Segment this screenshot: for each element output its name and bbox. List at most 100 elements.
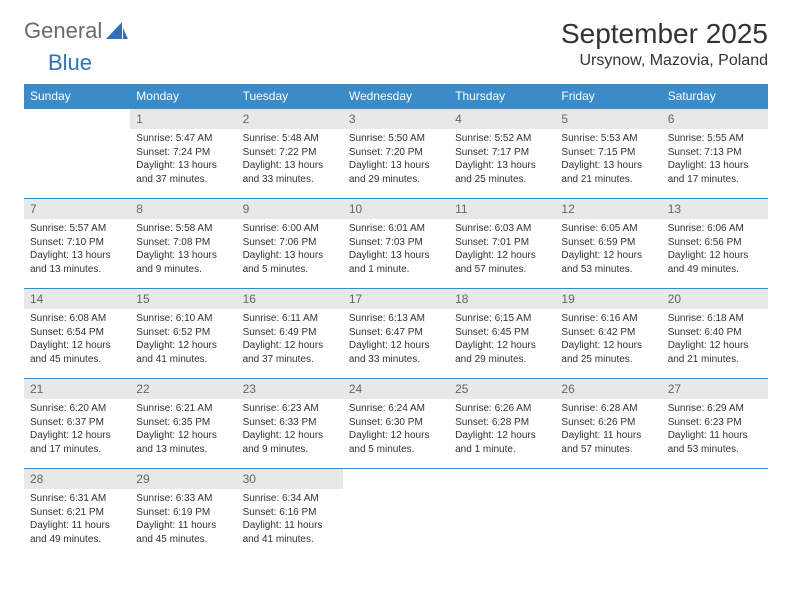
- day-number: 26: [555, 379, 661, 399]
- sunset-line: Sunset: 6:42 PM: [561, 326, 655, 340]
- day-number: 12: [555, 199, 661, 219]
- day-details: Sunrise: 6:11 AMSunset: 6:49 PMDaylight:…: [237, 309, 343, 372]
- weekday-header: Saturday: [662, 84, 768, 109]
- daylight-line: Daylight: 12 hours and 37 minutes.: [243, 339, 337, 366]
- sunrise-line: Sunrise: 6:01 AM: [349, 222, 443, 236]
- daylight-line: Daylight: 13 hours and 5 minutes.: [243, 249, 337, 276]
- sunset-line: Sunset: 6:56 PM: [668, 236, 762, 250]
- daylight-line: Daylight: 11 hours and 45 minutes.: [136, 519, 230, 546]
- day-number: 25: [449, 379, 555, 399]
- day-details: Sunrise: 6:01 AMSunset: 7:03 PMDaylight:…: [343, 219, 449, 282]
- sunrise-line: Sunrise: 6:31 AM: [30, 492, 124, 506]
- calendar-day-cell: 22Sunrise: 6:21 AMSunset: 6:35 PMDayligh…: [130, 379, 236, 469]
- day-details: Sunrise: 6:26 AMSunset: 6:28 PMDaylight:…: [449, 399, 555, 462]
- sunset-line: Sunset: 6:59 PM: [561, 236, 655, 250]
- day-details: Sunrise: 5:58 AMSunset: 7:08 PMDaylight:…: [130, 219, 236, 282]
- sunset-line: Sunset: 6:30 PM: [349, 416, 443, 430]
- calendar-day-cell: 4Sunrise: 5:52 AMSunset: 7:17 PMDaylight…: [449, 109, 555, 199]
- day-details: Sunrise: 5:57 AMSunset: 7:10 PMDaylight:…: [24, 219, 130, 282]
- sunset-line: Sunset: 6:21 PM: [30, 506, 124, 520]
- daylight-line: Daylight: 13 hours and 33 minutes.: [243, 159, 337, 186]
- day-details: Sunrise: 6:31 AMSunset: 6:21 PMDaylight:…: [24, 489, 130, 552]
- calendar-head: SundayMondayTuesdayWednesdayThursdayFrid…: [24, 84, 768, 109]
- calendar-day-cell: 16Sunrise: 6:11 AMSunset: 6:49 PMDayligh…: [237, 289, 343, 379]
- sunrise-line: Sunrise: 6:08 AM: [30, 312, 124, 326]
- sunset-line: Sunset: 6:28 PM: [455, 416, 549, 430]
- calendar-day-cell: 21Sunrise: 6:20 AMSunset: 6:37 PMDayligh…: [24, 379, 130, 469]
- sunrise-line: Sunrise: 6:00 AM: [243, 222, 337, 236]
- sunrise-line: Sunrise: 6:18 AM: [668, 312, 762, 326]
- daylight-line: Daylight: 11 hours and 41 minutes.: [243, 519, 337, 546]
- sunrise-line: Sunrise: 6:10 AM: [136, 312, 230, 326]
- daylight-line: Daylight: 13 hours and 29 minutes.: [349, 159, 443, 186]
- calendar-day-cell: 7Sunrise: 5:57 AMSunset: 7:10 PMDaylight…: [24, 199, 130, 289]
- day-number: 6: [662, 109, 768, 129]
- sunrise-line: Sunrise: 5:52 AM: [455, 132, 549, 146]
- daylight-line: Daylight: 12 hours and 41 minutes.: [136, 339, 230, 366]
- daylight-line: Daylight: 11 hours and 49 minutes.: [30, 519, 124, 546]
- sunrise-line: Sunrise: 6:24 AM: [349, 402, 443, 416]
- day-number: 1: [130, 109, 236, 129]
- daylight-line: Daylight: 13 hours and 21 minutes.: [561, 159, 655, 186]
- sunset-line: Sunset: 6:47 PM: [349, 326, 443, 340]
- sunset-line: Sunset: 7:24 PM: [136, 146, 230, 160]
- day-number: 11: [449, 199, 555, 219]
- day-number: 10: [343, 199, 449, 219]
- sunrise-line: Sunrise: 5:48 AM: [243, 132, 337, 146]
- sunset-line: Sunset: 7:22 PM: [243, 146, 337, 160]
- day-details: Sunrise: 6:24 AMSunset: 6:30 PMDaylight:…: [343, 399, 449, 462]
- calendar-day-cell: 1Sunrise: 5:47 AMSunset: 7:24 PMDaylight…: [130, 109, 236, 199]
- calendar-body: 1Sunrise: 5:47 AMSunset: 7:24 PMDaylight…: [24, 109, 768, 559]
- day-number: 20: [662, 289, 768, 309]
- day-details: Sunrise: 5:47 AMSunset: 7:24 PMDaylight:…: [130, 129, 236, 192]
- sunset-line: Sunset: 7:01 PM: [455, 236, 549, 250]
- day-details: Sunrise: 6:16 AMSunset: 6:42 PMDaylight:…: [555, 309, 661, 372]
- day-details: Sunrise: 6:00 AMSunset: 7:06 PMDaylight:…: [237, 219, 343, 282]
- day-details: Sunrise: 5:52 AMSunset: 7:17 PMDaylight:…: [449, 129, 555, 192]
- calendar-empty-cell: [449, 469, 555, 559]
- day-details: Sunrise: 5:50 AMSunset: 7:20 PMDaylight:…: [343, 129, 449, 192]
- day-number: 14: [24, 289, 130, 309]
- day-number: 18: [449, 289, 555, 309]
- day-details: Sunrise: 6:05 AMSunset: 6:59 PMDaylight:…: [555, 219, 661, 282]
- daylight-line: Daylight: 12 hours and 33 minutes.: [349, 339, 443, 366]
- day-number: 19: [555, 289, 661, 309]
- sunset-line: Sunset: 6:23 PM: [668, 416, 762, 430]
- calendar-day-cell: 3Sunrise: 5:50 AMSunset: 7:20 PMDaylight…: [343, 109, 449, 199]
- day-details: Sunrise: 6:20 AMSunset: 6:37 PMDaylight:…: [24, 399, 130, 462]
- sunset-line: Sunset: 6:37 PM: [30, 416, 124, 430]
- day-details: Sunrise: 6:29 AMSunset: 6:23 PMDaylight:…: [662, 399, 768, 462]
- day-details: Sunrise: 6:33 AMSunset: 6:19 PMDaylight:…: [130, 489, 236, 552]
- daylight-line: Daylight: 12 hours and 29 minutes.: [455, 339, 549, 366]
- daylight-line: Daylight: 13 hours and 1 minute.: [349, 249, 443, 276]
- sunset-line: Sunset: 6:19 PM: [136, 506, 230, 520]
- sunrise-line: Sunrise: 5:47 AM: [136, 132, 230, 146]
- calendar-day-cell: 6Sunrise: 5:55 AMSunset: 7:13 PMDaylight…: [662, 109, 768, 199]
- sunrise-line: Sunrise: 5:58 AM: [136, 222, 230, 236]
- day-number: 23: [237, 379, 343, 399]
- calendar-table: SundayMondayTuesdayWednesdayThursdayFrid…: [24, 84, 768, 559]
- sunrise-line: Sunrise: 6:34 AM: [243, 492, 337, 506]
- sunrise-line: Sunrise: 6:11 AM: [243, 312, 337, 326]
- calendar-day-cell: 11Sunrise: 6:03 AMSunset: 7:01 PMDayligh…: [449, 199, 555, 289]
- daylight-line: Daylight: 13 hours and 9 minutes.: [136, 249, 230, 276]
- logo-sail-icon: [106, 22, 128, 40]
- sunset-line: Sunset: 6:52 PM: [136, 326, 230, 340]
- calendar-day-cell: 23Sunrise: 6:23 AMSunset: 6:33 PMDayligh…: [237, 379, 343, 469]
- calendar-empty-cell: [662, 469, 768, 559]
- calendar-day-cell: 28Sunrise: 6:31 AMSunset: 6:21 PMDayligh…: [24, 469, 130, 559]
- day-number: 7: [24, 199, 130, 219]
- day-details: Sunrise: 6:06 AMSunset: 6:56 PMDaylight:…: [662, 219, 768, 282]
- calendar-empty-cell: [555, 469, 661, 559]
- day-number: 3: [343, 109, 449, 129]
- calendar-day-cell: 8Sunrise: 5:58 AMSunset: 7:08 PMDaylight…: [130, 199, 236, 289]
- day-number: 15: [130, 289, 236, 309]
- day-details: Sunrise: 6:13 AMSunset: 6:47 PMDaylight:…: [343, 309, 449, 372]
- daylight-line: Daylight: 11 hours and 53 minutes.: [668, 429, 762, 456]
- calendar-day-cell: 20Sunrise: 6:18 AMSunset: 6:40 PMDayligh…: [662, 289, 768, 379]
- calendar-day-cell: 25Sunrise: 6:26 AMSunset: 6:28 PMDayligh…: [449, 379, 555, 469]
- calendar-day-cell: 2Sunrise: 5:48 AMSunset: 7:22 PMDaylight…: [237, 109, 343, 199]
- sunrise-line: Sunrise: 6:21 AM: [136, 402, 230, 416]
- weekday-header: Sunday: [24, 84, 130, 109]
- calendar-week-row: 7Sunrise: 5:57 AMSunset: 7:10 PMDaylight…: [24, 199, 768, 289]
